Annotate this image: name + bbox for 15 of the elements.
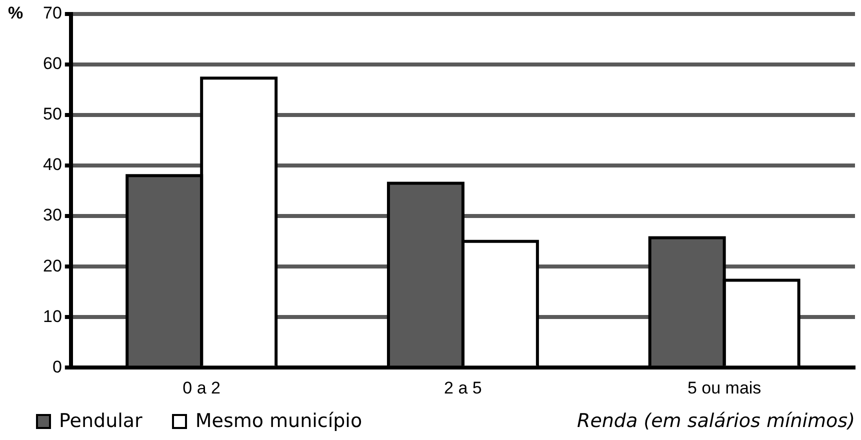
- x-tick-label: 5 ou mais: [687, 378, 762, 398]
- text: Mesmo município: [195, 410, 362, 432]
- y-tick-label: 40: [42, 155, 62, 174]
- x-tick-label: 2 a 5: [444, 378, 482, 398]
- y-tick-label: 50: [42, 104, 62, 124]
- y-tick-label: 30: [42, 206, 62, 225]
- y-tick-label: 60: [42, 54, 62, 74]
- x-axis-title: Renda (em salários mínimos): [577, 410, 855, 432]
- y-tick-label: 10: [42, 306, 62, 326]
- y-axis-title: %: [8, 4, 24, 23]
- y-tick-label: 70: [42, 4, 62, 23]
- legend-label: Pendular: [59, 410, 142, 432]
- y-tick-label: 20: [42, 256, 62, 276]
- x-tick-label: 0 a 2: [182, 378, 220, 398]
- y-tick-label: 0: [52, 357, 62, 376]
